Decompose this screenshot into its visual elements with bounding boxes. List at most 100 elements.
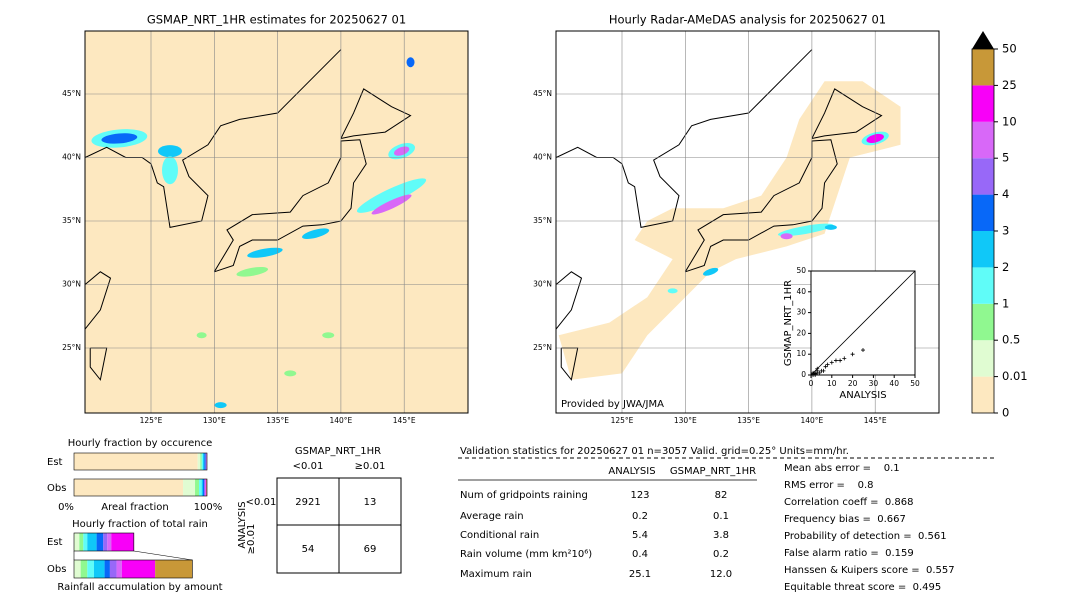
point bbox=[815, 366, 820, 371]
rain-area bbox=[302, 228, 330, 239]
colorbar-band bbox=[972, 158, 994, 195]
col-header: <0.01 bbox=[293, 461, 324, 472]
stat-value: 3.8 bbox=[713, 530, 729, 541]
coastline bbox=[213, 139, 367, 273]
table-cell: 13 bbox=[364, 497, 377, 508]
stat-value: 0.1 bbox=[713, 511, 729, 522]
point bbox=[833, 358, 838, 363]
stat-value: 82 bbox=[715, 490, 728, 501]
table-cell: 54 bbox=[302, 544, 315, 555]
lat-label: 30°N bbox=[62, 280, 81, 289]
x-tick-label: 0 bbox=[809, 379, 814, 388]
fraction-segment bbox=[121, 560, 156, 578]
x-tick-label: 50 bbox=[910, 379, 920, 388]
lon-label: 145°E bbox=[393, 416, 416, 425]
point bbox=[838, 358, 843, 363]
lon-label: 125°E bbox=[140, 416, 163, 425]
y-tick-label: 40 bbox=[796, 287, 806, 296]
colorbar-label: 5 bbox=[1002, 151, 1009, 165]
stat-value: 12.0 bbox=[710, 569, 732, 580]
colorbar-label: 0.01 bbox=[1002, 369, 1028, 383]
fraction-segment bbox=[183, 479, 196, 496]
rain-area bbox=[371, 194, 412, 215]
occurrence-title: Hourly fraction by occurence bbox=[68, 438, 212, 449]
colorbar-label: 25 bbox=[1002, 78, 1017, 92]
row-label: Obs bbox=[47, 483, 66, 494]
stat-label: Average rain bbox=[460, 511, 524, 522]
table-cell: 2921 bbox=[295, 497, 320, 508]
lon-label: 140°E bbox=[800, 416, 823, 425]
map-title: GSMAP_NRT_1HR estimates for 20250627 01 bbox=[147, 13, 406, 27]
connector bbox=[133, 550, 193, 561]
col-header: ANALYSIS bbox=[608, 466, 655, 477]
fraction-segment bbox=[74, 533, 80, 551]
stat-value: 5.4 bbox=[632, 530, 648, 541]
score: Probability of detection = 0.561 bbox=[784, 531, 947, 542]
score: Mean abs error = 0.1 bbox=[784, 463, 900, 474]
row-label: Est bbox=[47, 537, 63, 548]
point bbox=[811, 373, 816, 377]
map-background bbox=[85, 31, 468, 413]
lon-label: 130°E bbox=[674, 416, 697, 425]
colorbar-label: 1 bbox=[1002, 296, 1009, 310]
fraction-segment bbox=[83, 533, 88, 551]
coastline bbox=[85, 271, 112, 330]
fraction-segment bbox=[200, 453, 202, 470]
fraction-segment bbox=[80, 560, 88, 578]
row-header: <0.01 bbox=[246, 497, 277, 508]
map-frame bbox=[555, 30, 940, 414]
fraction-segment bbox=[87, 560, 94, 578]
rain-area bbox=[214, 402, 227, 409]
fraction-segment bbox=[111, 533, 134, 551]
lat-label: 40°N bbox=[62, 153, 81, 162]
row-header: ≥0.01 bbox=[246, 524, 257, 555]
map-frame bbox=[84, 30, 469, 414]
lon-label: 135°E bbox=[266, 416, 289, 425]
map-panel: 45°N 40°N 35°N 30°N 25°N 125°E 130°E 135°E 140°E… bbox=[533, 13, 940, 425]
fraction-segment bbox=[103, 533, 108, 551]
fraction-segment bbox=[155, 560, 193, 578]
colorbar-label: 2 bbox=[1002, 260, 1009, 274]
stat-value: 123 bbox=[630, 490, 649, 501]
lat-label: 35°N bbox=[533, 216, 552, 225]
lon-label: 135°E bbox=[737, 416, 760, 425]
lat-label: 25°N bbox=[533, 343, 552, 352]
colorbar-band bbox=[972, 340, 994, 377]
bar-frame bbox=[73, 478, 208, 497]
lat-label: 30°N bbox=[533, 280, 552, 289]
rain-area bbox=[161, 156, 178, 185]
fraction-segment bbox=[195, 479, 200, 496]
stat-value: 0.2 bbox=[632, 511, 648, 522]
point bbox=[825, 362, 830, 367]
rain-area bbox=[394, 146, 410, 156]
score: False alarm ratio = 0.159 bbox=[784, 548, 914, 559]
rain-area bbox=[101, 133, 138, 144]
fraction-segment bbox=[204, 453, 206, 470]
fraction-segment bbox=[116, 560, 122, 578]
colorbar-label: 4 bbox=[1002, 187, 1009, 201]
row-axis: ANALYSIS bbox=[237, 501, 248, 548]
fraction-segment bbox=[109, 560, 117, 578]
rain-area bbox=[824, 224, 837, 230]
point bbox=[815, 370, 820, 375]
row-label: Est bbox=[47, 457, 63, 468]
rain-area bbox=[322, 332, 335, 339]
fraction-segment bbox=[205, 453, 207, 470]
coastline bbox=[556, 271, 583, 330]
lat-label: 35°N bbox=[62, 216, 81, 225]
lat-label: 25°N bbox=[62, 343, 81, 352]
rain-area bbox=[777, 223, 834, 237]
fraction-segment bbox=[197, 453, 201, 470]
colorbar-label: 0.5 bbox=[1002, 333, 1020, 347]
bar-frame bbox=[73, 559, 193, 579]
stat-value: 0.2 bbox=[713, 549, 729, 560]
colorbar-band bbox=[972, 267, 994, 304]
fraction-segment bbox=[201, 453, 204, 470]
stat-label: Maximum rain bbox=[460, 569, 532, 580]
point bbox=[821, 368, 826, 373]
fraction-segment bbox=[204, 479, 206, 496]
fraction-segment bbox=[74, 453, 198, 470]
x-axis-label: ANALYSIS bbox=[839, 390, 886, 401]
y-tick-label: 50 bbox=[796, 266, 806, 275]
